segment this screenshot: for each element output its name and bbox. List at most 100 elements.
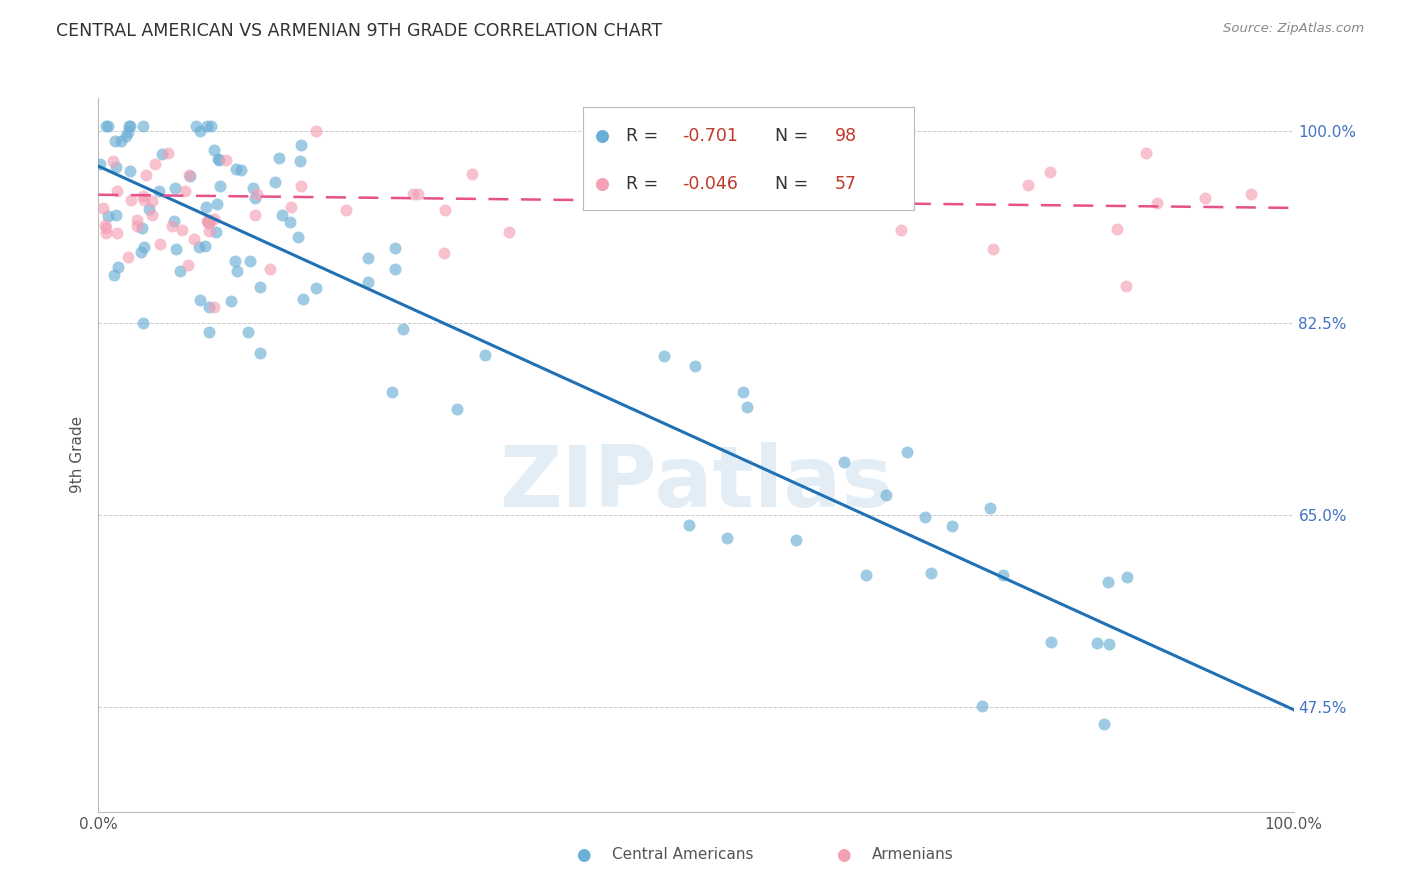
- Point: [384, 241, 406, 255]
- Point: [94, 220, 117, 235]
- Point: [914, 509, 936, 524]
- Text: 98: 98: [835, 127, 856, 145]
- Point: [198, 216, 221, 230]
- Point: [165, 242, 187, 256]
- Point: [198, 214, 221, 228]
- Point: [204, 211, 226, 226]
- Point: [979, 501, 1001, 516]
- Point: [733, 384, 755, 399]
- Point: [1115, 279, 1137, 293]
- Text: ●: ●: [576, 846, 591, 863]
- Point: [446, 401, 468, 416]
- Point: [335, 203, 357, 218]
- Point: [163, 214, 186, 228]
- Point: [190, 124, 212, 138]
- Point: [132, 189, 155, 203]
- Point: [460, 167, 482, 181]
- Point: [94, 218, 117, 232]
- Point: [391, 322, 413, 336]
- Point: [1240, 186, 1263, 201]
- Point: [118, 163, 141, 178]
- Point: [292, 292, 315, 306]
- Point: [678, 517, 700, 532]
- Point: [357, 275, 380, 289]
- Point: [96, 119, 118, 133]
- Point: [1146, 195, 1168, 210]
- Point: [104, 208, 127, 222]
- Point: [194, 239, 217, 253]
- Point: [125, 213, 148, 227]
- Point: [118, 119, 141, 133]
- Point: [104, 134, 127, 148]
- Text: R =: R =: [627, 175, 664, 193]
- Point: [280, 200, 302, 214]
- Point: [198, 213, 221, 227]
- Point: [1194, 191, 1216, 205]
- Point: [138, 202, 160, 216]
- Text: ●: ●: [837, 846, 851, 863]
- Point: [290, 138, 312, 153]
- Point: [1116, 570, 1139, 584]
- Point: [207, 153, 229, 168]
- Point: [1107, 221, 1129, 235]
- Text: Armenians: Armenians: [872, 847, 953, 862]
- Point: [259, 262, 281, 277]
- Point: [207, 153, 229, 167]
- Point: [200, 119, 222, 133]
- Point: [249, 280, 271, 294]
- Point: [91, 202, 114, 216]
- Point: [89, 157, 111, 171]
- Point: [110, 135, 132, 149]
- Point: [920, 566, 942, 580]
- Point: [1039, 165, 1062, 179]
- Point: [242, 180, 264, 194]
- Point: [288, 153, 311, 168]
- Point: [129, 245, 152, 260]
- Point: [434, 203, 457, 218]
- Point: [169, 264, 191, 278]
- Text: Central Americans: Central Americans: [612, 847, 754, 862]
- Point: [239, 254, 262, 268]
- Point: [107, 260, 129, 275]
- Point: [875, 488, 897, 502]
- Point: [685, 359, 707, 373]
- Point: [981, 242, 1004, 256]
- Point: [231, 163, 253, 178]
- Point: [195, 119, 218, 133]
- Point: [215, 153, 238, 168]
- Point: [305, 280, 328, 294]
- Point: [838, 168, 860, 182]
- Point: [246, 186, 269, 201]
- Point: [132, 119, 155, 133]
- Point: [131, 220, 153, 235]
- Point: [1098, 637, 1121, 651]
- Point: [249, 345, 271, 359]
- Point: [834, 455, 856, 469]
- Point: [115, 129, 138, 144]
- Point: [202, 300, 225, 314]
- Point: [170, 223, 193, 237]
- Point: [105, 226, 128, 240]
- Point: [1092, 717, 1115, 731]
- Point: [221, 294, 243, 309]
- Point: [97, 209, 120, 223]
- Point: [205, 225, 228, 239]
- Point: [117, 124, 139, 138]
- Point: [101, 154, 124, 169]
- Point: [179, 169, 201, 184]
- Text: Source: ZipAtlas.com: Source: ZipAtlas.com: [1223, 22, 1364, 36]
- Point: [120, 193, 142, 207]
- Point: [1135, 145, 1157, 160]
- Point: [97, 119, 120, 133]
- Point: [238, 326, 260, 340]
- Point: [197, 215, 219, 229]
- Point: [941, 519, 963, 533]
- Point: [380, 384, 402, 399]
- Point: [401, 187, 423, 202]
- Point: [141, 194, 163, 208]
- Point: [243, 190, 266, 204]
- Point: [433, 246, 456, 260]
- Point: [150, 146, 173, 161]
- Point: [198, 325, 221, 339]
- Point: [1097, 575, 1119, 590]
